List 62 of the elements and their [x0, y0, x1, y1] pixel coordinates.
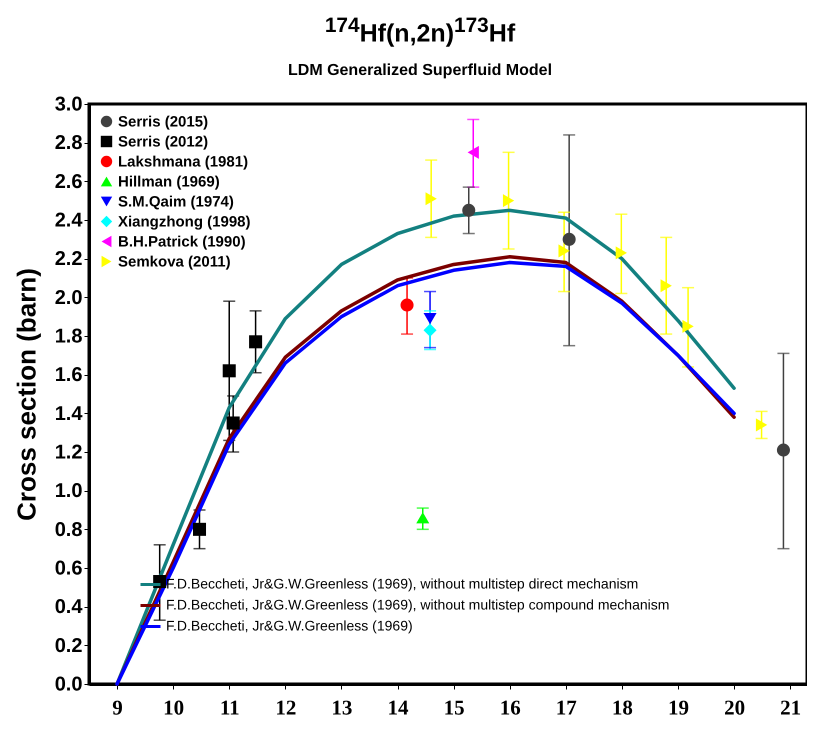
- legend-label: Semkova (2011): [118, 254, 231, 270]
- y-tick-label: 0.6: [54, 558, 82, 580]
- y-tick-label: 0.0: [54, 674, 82, 696]
- legend-label: F.D.Beccheti, Jr&G.W.Greenless (1969): [166, 618, 413, 634]
- point: [616, 246, 627, 260]
- y-tick-label: 1.0: [54, 480, 82, 502]
- point: [400, 298, 414, 312]
- y-tick-label: 1.6: [54, 364, 82, 386]
- legend-label: Serris (2015): [118, 114, 208, 130]
- legend-label: Hillman (1969): [118, 174, 220, 190]
- y-tick-label: 1.8: [54, 326, 82, 348]
- chart-title: $^{174}$Hf(n,2n)$^{173}$Hf: [324, 14, 516, 48]
- point: [249, 335, 262, 348]
- point: [426, 192, 437, 206]
- x-tick-label: 14: [388, 696, 410, 720]
- y-tick-label: 1.2: [54, 442, 82, 464]
- legend-label: F.D.Beccheti, Jr&G.W.Greenless (1969), without multistep direct mechanism: [166, 576, 638, 592]
- y-tick-label: 2.6: [54, 170, 82, 193]
- x-tick-label: 21: [780, 696, 802, 720]
- y-tick-label: 2.2: [54, 248, 82, 270]
- y-tick-label: 1.4: [54, 402, 84, 425]
- point: [192, 522, 206, 536]
- x-tick-label: 13: [331, 696, 352, 720]
- legend-label: Lakshmana (1981): [118, 154, 248, 170]
- point: [776, 444, 790, 457]
- legend-label: Serris (2012): [118, 134, 208, 150]
- point: [462, 204, 476, 217]
- point: [502, 194, 514, 208]
- x-tick-label: 10: [163, 696, 184, 720]
- x-tick-label: 9: [112, 696, 123, 720]
- y-tick-label: 0.4: [54, 596, 84, 618]
- y-tick-label: 2.4: [54, 210, 84, 232]
- chart-subtitle: LDM Generalized Superfluid Model: [286, 62, 554, 80]
- point: [756, 418, 768, 432]
- x-tick-label: 12: [275, 696, 296, 720]
- point: [424, 324, 437, 337]
- legend-label: Xiangzhong (1998): [118, 214, 251, 230]
- point: [226, 416, 240, 430]
- point: [222, 364, 236, 378]
- point: [660, 279, 672, 292]
- point: [468, 146, 479, 159]
- y-tick-label: 0.2: [54, 634, 82, 657]
- x-tick-label: 20: [724, 696, 746, 720]
- point: [424, 312, 437, 324]
- x-tick-label: 15: [444, 696, 465, 720]
- point: [416, 512, 430, 524]
- legend-label: B.H.Patrick (1990): [118, 234, 246, 250]
- legend-label: S.M.Qaim (1974): [118, 194, 234, 210]
- y-tick-label: 2.8: [54, 132, 82, 154]
- x-tick-label: 16: [500, 696, 521, 720]
- x-tick-label: 18: [612, 696, 633, 720]
- legend-label: F.D.Beccheti, Jr&G.W.Greenless (1969), without multistep compound mechanism: [166, 596, 670, 612]
- x-tick-label: 17: [556, 696, 577, 720]
- x-tick-label: 11: [220, 696, 240, 720]
- x-tick-label: 19: [668, 696, 689, 720]
- point: [562, 232, 576, 246]
- y-tick-label: 2.0: [54, 286, 82, 309]
- y-axis-title: Cross section (barn): [12, 268, 42, 521]
- point: [682, 320, 694, 333]
- y-tick-label: 0.8: [54, 518, 82, 541]
- point: [558, 244, 570, 258]
- y-tick-label: 3.0: [54, 94, 82, 116]
